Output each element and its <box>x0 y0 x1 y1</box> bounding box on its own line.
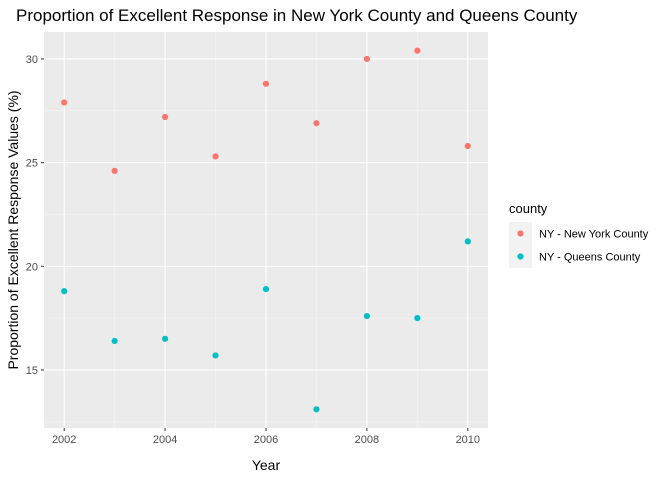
x-tick-label: 2010 <box>456 434 480 446</box>
data-point <box>313 406 320 413</box>
data-points <box>61 47 471 413</box>
data-point <box>111 337 118 345</box>
legend-swatch <box>517 230 524 237</box>
data-point <box>313 120 320 127</box>
data-point <box>111 167 118 175</box>
x-tick-label: 2006 <box>254 434 278 446</box>
major-gridlines <box>44 32 488 428</box>
data-point <box>414 47 421 54</box>
x-axis-ticks: 2002 2004 2006 2008 2010 <box>52 428 480 446</box>
data-point <box>161 113 169 121</box>
data-point <box>212 153 219 160</box>
legend-swatch <box>517 253 524 260</box>
y-axis-title: Proportion of Excellent Response Values … <box>5 90 21 369</box>
y-axis-ticks: 15 20 25 30 <box>26 54 44 377</box>
data-point <box>363 55 371 63</box>
data-point <box>414 315 421 322</box>
data-point <box>212 352 219 359</box>
x-tick-label: 2004 <box>153 434 177 446</box>
data-point <box>161 335 169 342</box>
legend: county NY - New York County NY - Queens C… <box>509 201 649 268</box>
data-point <box>61 288 68 295</box>
data-point <box>61 99 68 106</box>
legend-label: NY - Queens County <box>539 252 641 264</box>
data-point <box>262 80 270 87</box>
data-point <box>464 142 471 150</box>
data-point <box>363 312 371 320</box>
legend-label: NY - New York County <box>539 229 649 241</box>
chart-title: Proportion of Excellent Response in New … <box>16 6 578 25</box>
data-point <box>262 285 270 293</box>
y-tick-label: 25 <box>26 158 38 170</box>
x-tick-label: 2008 <box>355 434 379 446</box>
y-tick-label: 20 <box>26 261 38 273</box>
y-tick-label: 30 <box>26 54 38 66</box>
data-point <box>464 238 471 245</box>
x-axis-title: Year <box>252 457 281 473</box>
x-tick-label: 2002 <box>52 434 76 446</box>
y-tick-label: 15 <box>26 365 38 377</box>
legend-title: county <box>509 201 548 216</box>
